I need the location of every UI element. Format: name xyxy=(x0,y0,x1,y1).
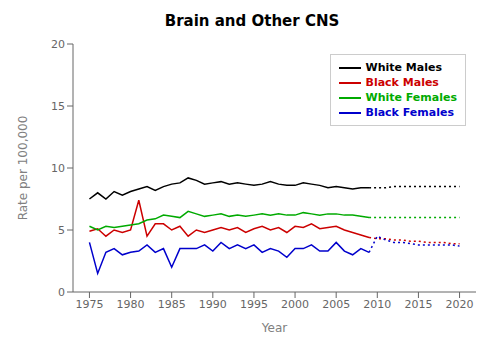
svg-text:1995: 1995 xyxy=(240,298,268,311)
html-text:White Males: White Males xyxy=(365,61,442,74)
svg-text:0: 0 xyxy=(58,286,65,299)
html-text:White Females: White Females xyxy=(365,91,457,104)
svg-text:10: 10 xyxy=(51,162,65,175)
svg-text:1975: 1975 xyxy=(75,298,103,311)
svg-text:1980: 1980 xyxy=(117,298,145,311)
svg-text:Rate per 100,000: Rate per 100,000 xyxy=(16,116,30,221)
html-text:Black Females: Black Females xyxy=(365,106,454,119)
svg-text:2020: 2020 xyxy=(446,298,474,311)
svg-text:2005: 2005 xyxy=(322,298,350,311)
svg-text:1985: 1985 xyxy=(158,298,186,311)
svg-text:2010: 2010 xyxy=(363,298,391,311)
svg-text:15: 15 xyxy=(51,100,65,113)
svg-text:20: 20 xyxy=(51,38,65,51)
html-text:Brain and Other CNS: Brain and Other CNS xyxy=(164,12,340,30)
svg-text:1990: 1990 xyxy=(199,298,227,311)
svg-text:Year: Year xyxy=(261,321,287,335)
svg-text:2015: 2015 xyxy=(404,298,432,311)
svg-text:2000: 2000 xyxy=(281,298,309,311)
svg-text:5: 5 xyxy=(58,224,65,237)
html-text:Black Males: Black Males xyxy=(365,76,439,89)
